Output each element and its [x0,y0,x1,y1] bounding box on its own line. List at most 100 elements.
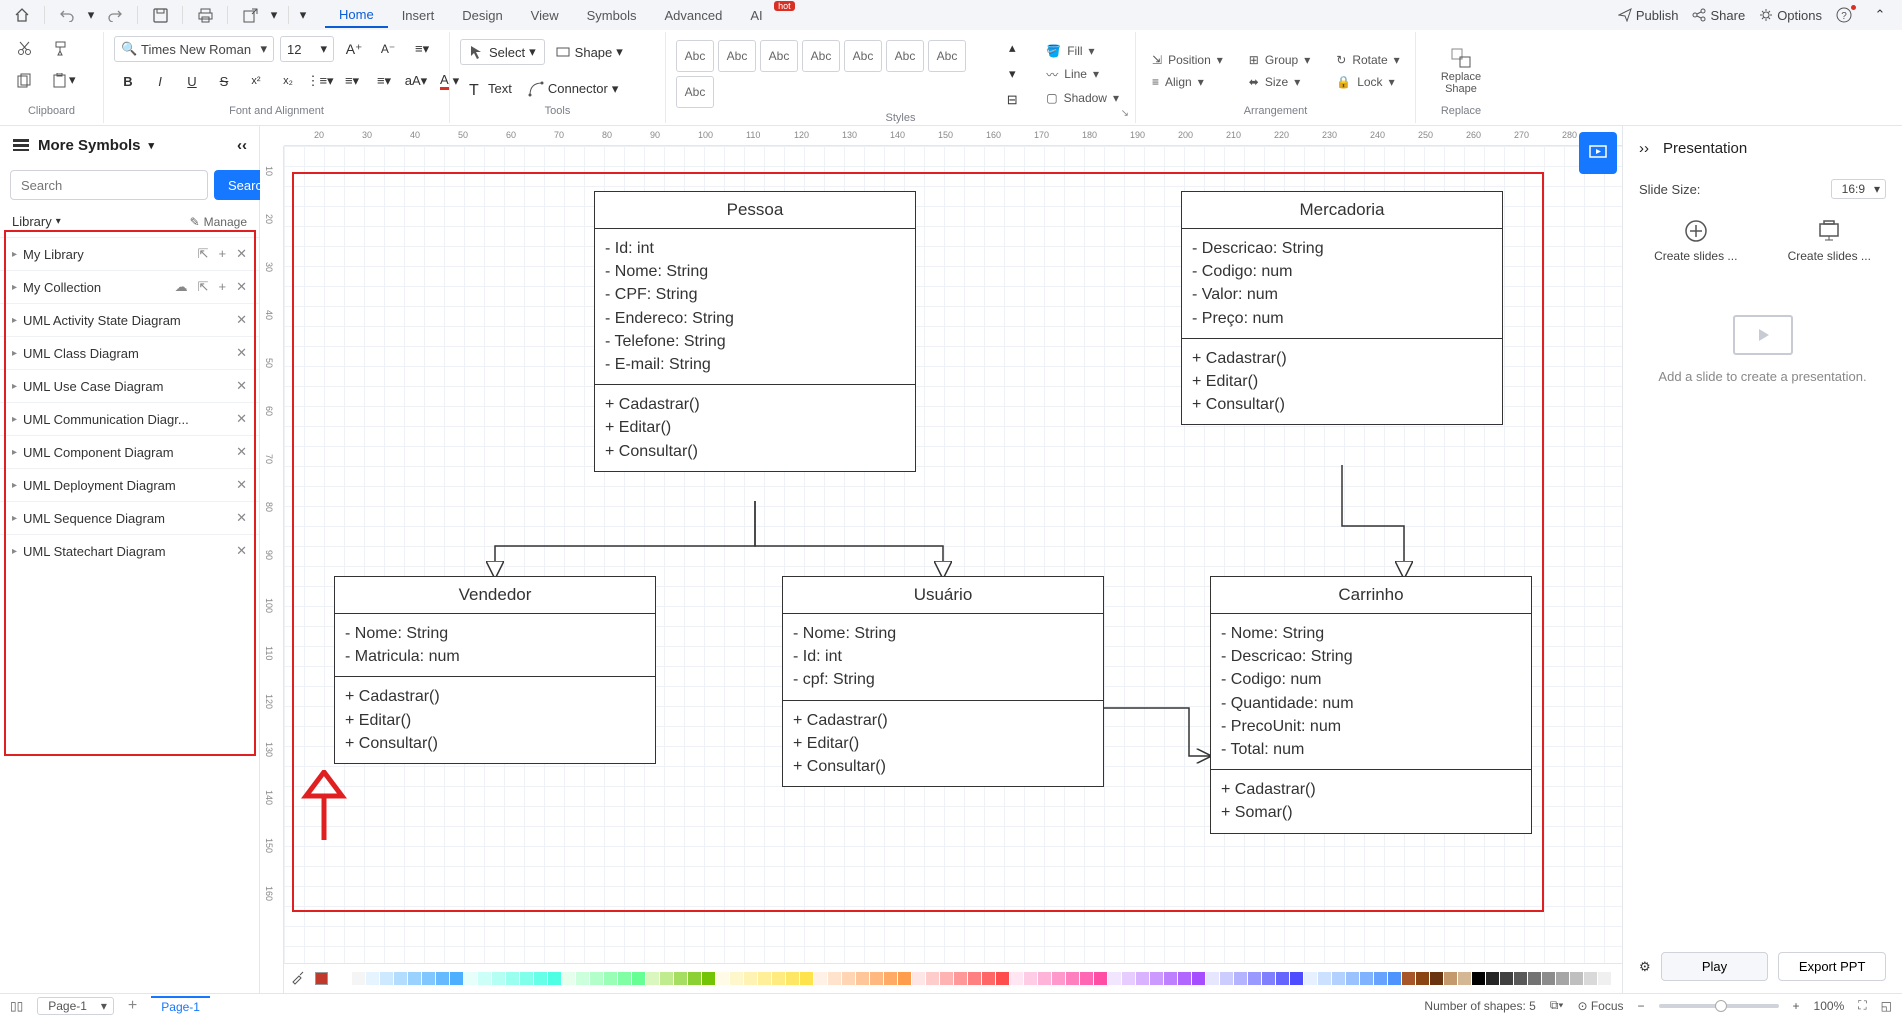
sidebar-item[interactable]: ▸UML Activity State Diagram✕ [0,303,259,336]
color-swatch[interactable] [1122,972,1135,985]
sidebar-item[interactable]: ▸My Library⇱+✕ [0,237,259,270]
uml-class-usuario[interactable]: Usuário- Nome: String- Id: int- cpf: Str… [782,576,1104,787]
color-swatch[interactable] [548,972,561,985]
color-swatch[interactable] [1332,972,1345,985]
close-icon[interactable]: ✕ [236,510,247,526]
color-swatch[interactable] [1486,972,1499,985]
fill-button[interactable]: 🪣Fill▾ [1040,41,1125,61]
color-swatch[interactable] [1360,972,1373,985]
style-swatch[interactable]: Abc [718,40,756,72]
color-swatch[interactable] [814,972,827,985]
color-swatch[interactable] [394,972,407,985]
color-swatch[interactable] [1402,972,1415,985]
close-icon[interactable]: ✕ [236,444,247,460]
color-swatch[interactable] [926,972,939,985]
style-swatch[interactable]: Abc [676,40,714,72]
color-swatch[interactable] [1234,972,1247,985]
color-swatch[interactable] [1066,972,1079,985]
styles-down-icon[interactable]: ▾ [998,62,1026,86]
uml-class-carrinho[interactable]: Carrinho- Nome: String- Descricao: Strin… [1210,576,1532,834]
color-swatch[interactable] [856,972,869,985]
color-swatch[interactable] [1444,972,1457,985]
sidebar-item[interactable]: ▸UML Communication Diagr...✕ [0,402,259,435]
color-swatch[interactable] [842,972,855,985]
color-swatch[interactable] [1178,972,1191,985]
color-swatch[interactable] [828,972,841,985]
position-button[interactable]: ⇲Position▾ [1146,50,1229,70]
color-swatch[interactable] [982,972,995,985]
text-case-icon[interactable]: aA▾ [402,69,430,93]
color-swatch[interactable] [1164,972,1177,985]
decrease-font-icon[interactable]: A⁻ [374,37,402,61]
presentation-tab-icon[interactable] [1579,132,1617,174]
play-button[interactable]: Play [1661,952,1769,981]
font-size-select[interactable]: 12▾ [280,36,334,62]
color-swatch[interactable] [1388,972,1401,985]
undo-icon[interactable] [53,3,81,27]
options-button[interactable]: Options [1759,8,1822,23]
color-swatch[interactable] [1514,972,1527,985]
lock-button[interactable]: 🔒Lock▾ [1330,72,1405,92]
color-swatch[interactable] [702,972,715,985]
color-swatch[interactable] [772,972,785,985]
color-swatch[interactable] [1290,972,1303,985]
home-icon[interactable] [8,3,36,27]
color-swatch[interactable] [1472,972,1485,985]
menu-advanced[interactable]: Advanced [650,4,736,27]
color-swatch[interactable] [1136,972,1149,985]
color-swatch[interactable] [1052,972,1065,985]
zoom-in-icon[interactable]: + [1793,999,1800,1013]
color-swatch[interactable] [870,972,883,985]
cut-icon[interactable] [10,36,38,60]
pages-icon[interactable]: ▯▯ [10,999,23,1013]
color-swatch[interactable] [1318,972,1331,985]
collapse-sidebar-icon[interactable]: ‹‹ [237,137,247,154]
color-swatch[interactable] [912,972,925,985]
color-swatch[interactable] [422,972,435,985]
import-icon[interactable]: ⇱ [198,279,209,295]
increase-font-icon[interactable]: A⁺ [340,37,368,61]
color-swatch[interactable] [352,972,365,985]
menu-insert[interactable]: Insert [388,4,449,27]
color-swatch[interactable] [534,972,547,985]
color-swatch[interactable] [1570,972,1583,985]
close-icon[interactable]: ✕ [236,378,247,394]
replace-shape-button[interactable]: Replace Shape [1426,43,1496,99]
print-icon[interactable] [191,3,219,27]
color-swatch[interactable] [1206,972,1219,985]
menu-symbols[interactable]: Symbols [573,4,651,27]
help-icon[interactable]: ? [1836,7,1852,23]
close-icon[interactable]: ✕ [236,312,247,328]
bold-icon[interactable]: B [114,69,142,93]
color-swatch[interactable] [576,972,589,985]
undo-dropdown[interactable]: ▾ [85,3,97,27]
color-swatch[interactable] [884,972,897,985]
menu-home[interactable]: Home [325,3,388,28]
shadow-button[interactable]: ▢Shadow▾ [1040,88,1125,108]
color-swatch[interactable] [1500,972,1513,985]
color-swatch[interactable] [408,972,421,985]
minimize-ribbon-icon[interactable]: ⌃ [1866,3,1894,27]
styles-launcher-icon[interactable]: ↘ [1121,108,1129,119]
color-swatch[interactable] [1108,972,1121,985]
collapse-panel-icon[interactable]: ›› [1639,140,1649,157]
color-swatch[interactable] [1024,972,1037,985]
color-swatch[interactable] [338,972,351,985]
color-swatch[interactable] [380,972,393,985]
style-swatch[interactable]: Abc [886,40,924,72]
add-page-icon[interactable]: + [128,997,137,1015]
color-swatch[interactable] [898,972,911,985]
close-icon[interactable]: ✕ [236,477,247,493]
fit-icon[interactable]: ⛶ [1858,998,1866,1013]
slide-size-select[interactable]: 16:9▾ [1831,179,1886,199]
zoom-out-icon[interactable]: − [1638,999,1645,1013]
more-dropdown[interactable]: ▾ [297,3,309,27]
color-swatch[interactable] [1262,972,1275,985]
color-swatch[interactable] [1038,972,1051,985]
underline-icon[interactable]: U [178,69,206,93]
manage-button[interactable]: Manage [204,215,247,229]
strike-icon[interactable]: S [210,69,238,93]
color-swatch[interactable] [590,972,603,985]
color-swatch[interactable] [366,972,379,985]
close-icon[interactable]: ✕ [236,543,247,559]
